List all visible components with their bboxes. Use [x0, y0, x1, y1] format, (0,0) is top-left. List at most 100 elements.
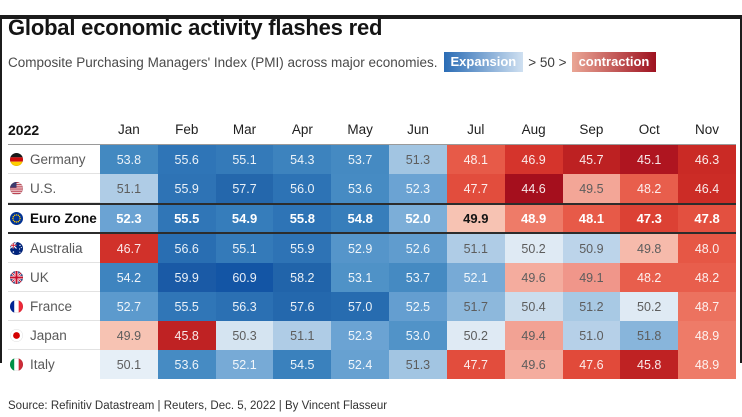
year-label: 2022: [8, 121, 40, 138]
pmi-cell: 46.4: [678, 174, 736, 203]
pmi-cell: 51.0: [562, 321, 621, 350]
pmi-cell: 54.3: [273, 145, 332, 174]
pmi-cell: 49.9: [446, 205, 505, 232]
month-header-aug: Aug: [521, 122, 546, 137]
country-label: France: [8, 292, 100, 321]
pmi-cell: 46.9: [504, 145, 563, 174]
pmi-cell: 52.6: [389, 234, 447, 263]
country-label: U.S.: [8, 174, 100, 203]
country-row-u-s: U.S. 51.1 55.9 57.7 56.0 53.6 52.3 47.7 44.6 49.5…: [8, 174, 736, 203]
pmi-cell: 52.0: [389, 205, 447, 232]
pmi-cell: 50.4: [504, 292, 563, 321]
country-label: Germany: [8, 145, 100, 174]
pmi-cell: 48.2: [678, 263, 736, 292]
pmi-cell: 44.6: [504, 174, 563, 203]
pmi-cell: 46.3: [678, 145, 736, 174]
pmi-cell: 60.9: [215, 263, 274, 292]
month-header-jan: Jan: [118, 122, 140, 137]
pmi-cell: 50.2: [446, 321, 505, 350]
table-header-row: 2022 Jan Feb Mar Apr May Jun Jul Aug Sep Oct Nov: [8, 115, 736, 145]
pmi-cell: 52.9: [331, 234, 390, 263]
pmi-cell: 55.8: [273, 205, 332, 232]
pmi-cell: 47.7: [446, 174, 505, 203]
pmi-cell: 49.1: [562, 263, 621, 292]
pmi-cell: 48.1: [446, 145, 505, 174]
country-name: Germany: [30, 151, 86, 167]
window-top-border: [0, 15, 742, 19]
pmi-cell: 48.7: [678, 292, 736, 321]
pmi-cell: 57.7: [215, 174, 274, 203]
pmi-cell: 56.0: [273, 174, 332, 203]
pmi-cell: 50.3: [215, 321, 274, 350]
pmi-cell: 53.7: [389, 263, 447, 292]
pmi-cell: 49.8: [620, 234, 679, 263]
country-label: Euro Zone: [8, 205, 100, 232]
pmi-cell: 58.2: [273, 263, 332, 292]
pmi-cell: 53.6: [331, 174, 390, 203]
pmi-cell: 47.3: [620, 205, 679, 232]
pmi-cell: 47.7: [446, 350, 505, 379]
pmi-cell: 51.1: [446, 234, 505, 263]
country-name: Australia: [30, 240, 83, 256]
country-label: Australia: [8, 234, 100, 263]
pmi-cell: 54.9: [215, 205, 274, 232]
pmi-cell: 51.1: [273, 321, 332, 350]
threshold-label: > 50 >: [528, 54, 567, 70]
pmi-cell: 49.6: [504, 350, 563, 379]
pmi-cell: 54.5: [273, 350, 332, 379]
pmi-cell: 48.2: [620, 263, 679, 292]
month-header-may: May: [347, 122, 373, 137]
country-name: France: [30, 298, 73, 314]
month-header-feb: Feb: [175, 122, 199, 137]
month-header-sep: Sep: [579, 122, 604, 137]
pmi-cell: 52.3: [331, 321, 390, 350]
page-title: Global economic activity flashes red: [8, 15, 383, 40]
pmi-cell: 52.1: [215, 350, 274, 379]
pmi-cell: 54.8: [331, 205, 390, 232]
pmi-cell: 53.8: [100, 145, 158, 174]
pmi-cell: 55.9: [157, 174, 216, 203]
pmi-cell: 57.6: [273, 292, 332, 321]
country-name: UK: [30, 269, 49, 285]
window-right-border: [740, 15, 742, 363]
pmi-cell: 47.6: [562, 350, 621, 379]
pmi-cell: 59.9: [157, 263, 216, 292]
country-row-italy: Italy 50.1 53.6 52.1 54.5 52.4 51.3 47.7 49.6 47.…: [8, 350, 736, 379]
month-header-mar: Mar: [232, 122, 257, 137]
pmi-cell: 51.3: [389, 350, 447, 379]
pmi-cell: 53.7: [331, 145, 390, 174]
country-row-uk: UK 54.2 59.9 60.9 58.2 53.1 53.7 52.1 49.6 49.1 48…: [8, 263, 736, 292]
pmi-cell: 51.7: [446, 292, 505, 321]
pmi-cell: 50.2: [504, 234, 563, 263]
pmi-heatmap-table: 2022 Jan Feb Mar Apr May Jun Jul Aug Sep Oct Nov G…: [8, 115, 736, 379]
country-name: Italy: [30, 357, 55, 372]
pmi-cell: 57.0: [331, 292, 390, 321]
country-label: Japan: [8, 321, 100, 350]
germany-flag-icon: [10, 152, 23, 166]
country-row-japan: Japan 49.9 45.8 50.3 51.1 52.3 53.0 50.2 49.4 51.…: [8, 321, 736, 350]
country-name: Euro Zone: [30, 211, 97, 226]
country-row-germany: Germany 53.8 55.6 55.1 54.3 53.7 51.3 48.1 46.9 4…: [8, 145, 736, 174]
pmi-cell: 49.5: [562, 174, 621, 203]
pmi-cell: 48.0: [678, 234, 736, 263]
pmi-cell: 48.1: [562, 205, 621, 232]
pmi-cell: 55.5: [157, 205, 216, 232]
us-flag-icon: [10, 181, 23, 195]
pmi-cell: 49.4: [504, 321, 563, 350]
country-name: U.S.: [30, 180, 57, 196]
australia-flag-icon: [10, 241, 23, 255]
pmi-cell: 47.8: [678, 205, 736, 232]
month-header-jun: Jun: [407, 122, 429, 137]
pmi-cell: 55.1: [215, 145, 274, 174]
france-flag-icon: [10, 299, 23, 313]
pmi-cell: 45.7: [562, 145, 621, 174]
pmi-cell: 56.3: [215, 292, 274, 321]
month-header-jul: Jul: [467, 122, 485, 137]
pmi-cell: 52.4: [331, 350, 390, 379]
country-name: Japan: [30, 327, 67, 343]
pmi-cell: 55.6: [157, 145, 216, 174]
pmi-cell: 52.3: [100, 205, 158, 232]
country-row-australia: Australia 46.7 56.6 55.1 55.9 52.9 52.6 51.1 50.…: [8, 234, 736, 263]
pmi-cell: 51.3: [389, 145, 447, 174]
pmi-cell: 48.2: [620, 174, 679, 203]
